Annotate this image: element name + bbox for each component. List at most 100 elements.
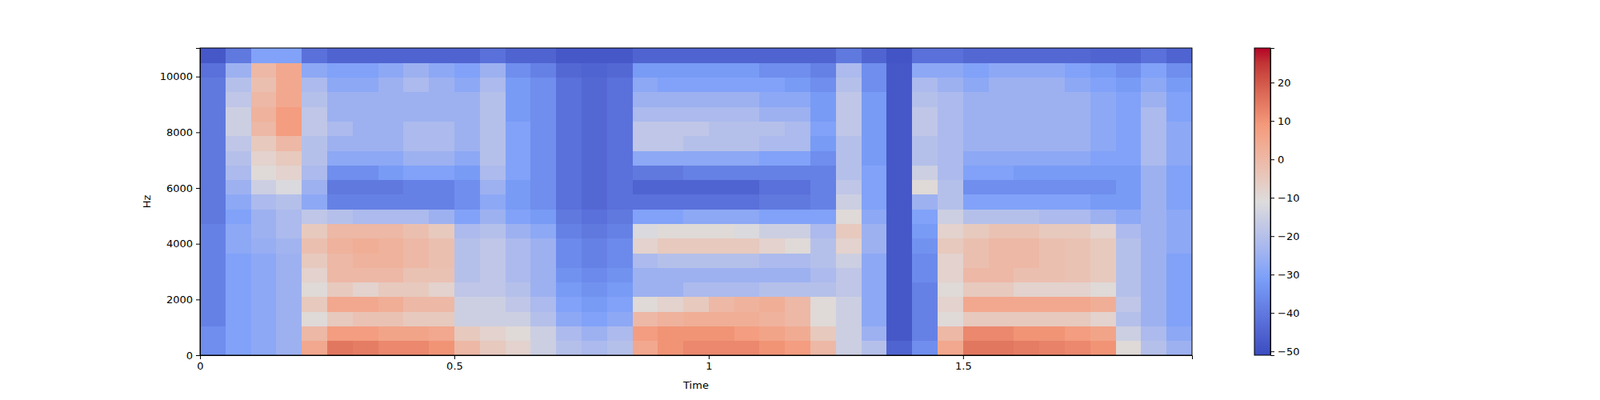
heatmap-cell	[428, 92, 455, 108]
heatmap-cell	[225, 136, 252, 152]
heatmap-cell	[1140, 77, 1167, 93]
heatmap-cell	[403, 136, 429, 152]
heatmap-cell	[657, 164, 684, 180]
heatmap-cell	[784, 180, 811, 196]
heatmap-cell	[378, 180, 404, 196]
tick-label: −50	[1277, 345, 1300, 358]
heatmap-cell	[581, 164, 608, 180]
heatmap-cell	[301, 223, 328, 239]
heatmap-cell	[1140, 223, 1167, 239]
heatmap-cell	[480, 106, 506, 122]
x-axis: 00.511.5	[196, 355, 1192, 372]
heatmap-cell	[607, 150, 633, 166]
heatmap-cell	[734, 62, 760, 78]
heatmap-cell	[759, 252, 785, 268]
tick: 1	[705, 355, 712, 372]
heatmap-cell	[861, 282, 888, 298]
tick: −10	[1270, 192, 1300, 204]
heatmap-cell	[912, 340, 938, 356]
heatmap-cell	[530, 208, 556, 224]
heatmap-cell	[784, 340, 811, 356]
heatmap-cell	[988, 208, 1015, 224]
heatmap-cell	[759, 92, 785, 108]
heatmap-cell	[1013, 325, 1040, 341]
heatmap-cell	[505, 92, 532, 108]
heatmap-cell	[912, 296, 938, 312]
heatmap-cell	[810, 92, 836, 108]
heatmap-cell	[1166, 311, 1192, 327]
heatmap-cell	[251, 92, 277, 108]
heatmap-cell	[200, 340, 226, 356]
heatmap-cell	[1166, 150, 1192, 166]
heatmap-cell	[861, 223, 888, 239]
heatmap-cell	[836, 267, 862, 283]
heatmap-cell	[836, 194, 862, 210]
heatmap-cell	[708, 282, 735, 298]
heatmap-cell	[1140, 48, 1167, 64]
tick: −40	[1270, 307, 1300, 320]
tick-label: 10000	[160, 70, 193, 83]
heatmap-cell	[1039, 48, 1065, 64]
heatmap-cell	[861, 77, 888, 93]
heatmap-cell	[810, 164, 836, 180]
heatmap-cell	[225, 62, 252, 78]
heatmap-cell	[988, 120, 1015, 136]
heatmap-cell	[937, 282, 964, 298]
heatmap-cell	[276, 180, 302, 196]
heatmap-cell	[480, 194, 506, 210]
heatmap-cell	[861, 194, 888, 210]
heatmap-cell	[912, 136, 938, 152]
heatmap-cell	[301, 325, 328, 341]
heatmap-cell	[1064, 48, 1091, 64]
heatmap-cell	[378, 136, 404, 152]
heatmap-cell	[657, 223, 684, 239]
heatmap-cell	[734, 136, 760, 152]
heatmap-cell	[912, 150, 938, 166]
heatmap-cell	[581, 62, 608, 78]
heatmap-cell	[937, 267, 964, 283]
heatmap-cell	[352, 325, 379, 341]
heatmap-cell	[886, 223, 912, 239]
heatmap-cell	[988, 136, 1015, 152]
heatmap-cell	[403, 164, 429, 180]
heatmap-cell	[657, 208, 684, 224]
heatmap-cell	[759, 311, 785, 327]
heatmap-cell	[428, 325, 455, 341]
heatmap-cell	[657, 120, 684, 136]
heatmap-cell	[556, 136, 582, 152]
heatmap-cell	[607, 194, 633, 210]
heatmap-cell	[607, 267, 633, 283]
tick-label: −30	[1277, 268, 1300, 281]
heatmap-cell	[912, 238, 938, 254]
heatmap-cell	[657, 238, 684, 254]
heatmap-cell	[200, 252, 226, 268]
heatmap-cell	[581, 194, 608, 210]
heatmap-cell	[378, 282, 404, 298]
heatmap-cell	[937, 77, 964, 93]
heatmap-cell	[912, 120, 938, 136]
heatmap-cell	[963, 194, 989, 210]
heatmap-cell	[683, 77, 709, 93]
heatmap-cell	[1116, 267, 1142, 283]
heatmap-cell	[912, 62, 938, 78]
heatmap-cell	[276, 92, 302, 108]
heatmap-cell	[251, 208, 277, 224]
heatmap-cell	[810, 62, 836, 78]
heatmap-cell	[200, 296, 226, 312]
heatmap-cell	[378, 296, 404, 312]
heatmap-cell	[403, 223, 429, 239]
heatmap-cell	[251, 325, 277, 341]
heatmap-cell	[886, 106, 912, 122]
heatmap-cell	[480, 208, 506, 224]
heatmap-cell	[683, 106, 709, 122]
heatmap-cell	[988, 296, 1015, 312]
heatmap-cell	[708, 77, 735, 93]
tick-mark	[196, 299, 200, 300]
heatmap-cell	[708, 296, 735, 312]
heatmap-cell	[632, 267, 659, 283]
heatmap-cell	[683, 267, 709, 283]
heatmap-cell	[988, 325, 1015, 341]
heatmap-cell	[988, 150, 1015, 166]
heatmap-cell	[225, 311, 252, 327]
heatmap-cell	[378, 106, 404, 122]
